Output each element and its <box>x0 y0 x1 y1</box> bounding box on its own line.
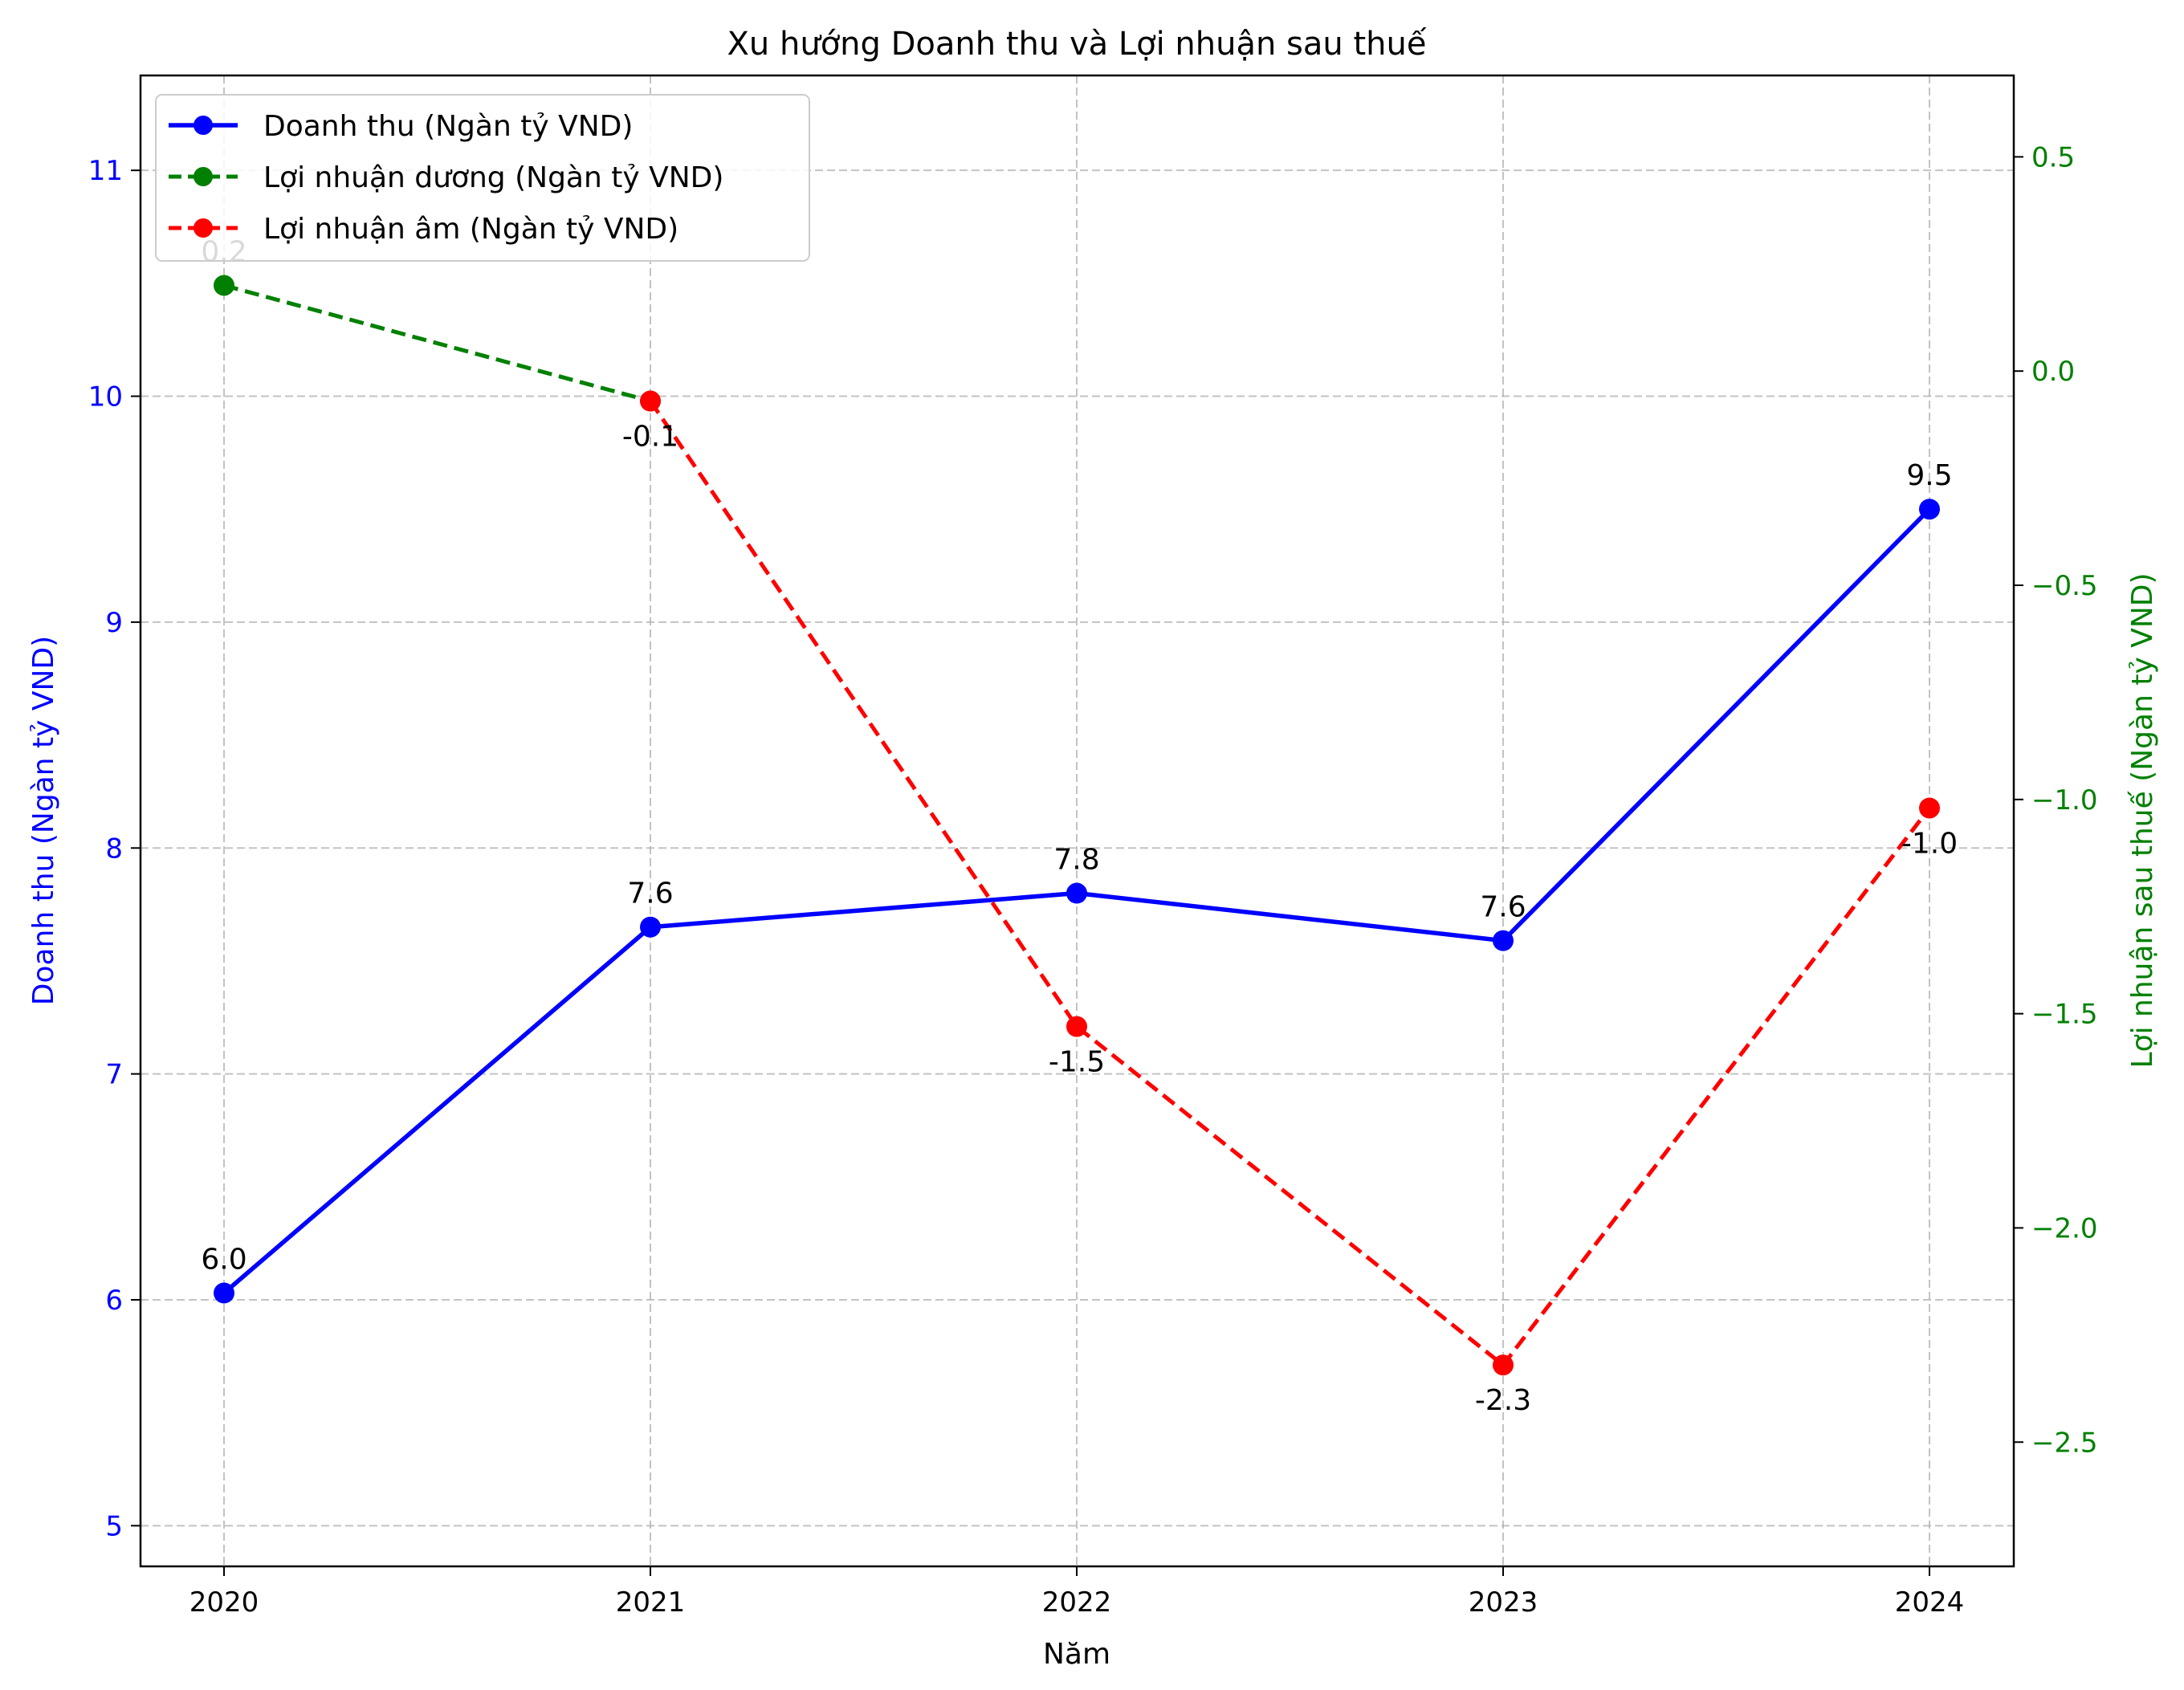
legend-marker <box>194 218 213 238</box>
y-left-tick-label: 11 <box>88 155 123 187</box>
data-point <box>1066 882 1087 904</box>
data-point <box>1493 930 1514 951</box>
y-left-tick-label: 5 <box>105 1510 123 1542</box>
data-label: 7.6 <box>627 878 673 910</box>
legend-label: Doanh thu (Ngàn tỷ VND) <box>263 110 633 143</box>
chart-title: Xu hướng Doanh thu và Lợi nhuận sau thuế <box>727 26 1427 63</box>
series-2: -0.1 -1.5 -2.3 -1.0 <box>622 390 1958 1417</box>
data-point <box>1493 1354 1514 1376</box>
y-axis-left-label: Doanh thu (Ngàn tỷ VND) <box>27 636 60 1005</box>
series-line <box>648 400 1931 1367</box>
y-right-tick-label: −1.0 <box>2031 784 2098 816</box>
axes: 2020 2021 2022 2023 2024 5 6 7 8 9 10 11 0.5 0.0 −0.5 −… <box>88 141 2098 1619</box>
data-label: -2.3 <box>1475 1384 1531 1417</box>
x-tick-label: 2021 <box>616 1586 686 1619</box>
legend-marker <box>194 167 213 186</box>
data-point <box>1066 1016 1087 1037</box>
data-point <box>1919 499 1940 520</box>
x-tick-label: 2022 <box>1042 1586 1112 1619</box>
y-right-tick-label: −2.5 <box>2031 1427 2098 1459</box>
x-tick-label: 2020 <box>189 1586 259 1619</box>
data-label: -0.1 <box>622 421 678 454</box>
y-left-tick-label: 8 <box>105 833 123 865</box>
y-right-tick-label: 0.5 <box>2031 141 2075 173</box>
y-right-tick-label: −1.5 <box>2031 999 2098 1031</box>
y-right-tick-label: −0.5 <box>2031 570 2098 602</box>
x-axis-label: Năm <box>1043 1638 1110 1671</box>
y-right-tick-label: 0.0 <box>2031 356 2075 388</box>
y-right-tick-label: −2.0 <box>2031 1212 2098 1244</box>
data-point <box>1919 797 1940 819</box>
y-left-tick-label: 10 <box>88 381 123 413</box>
data-point <box>214 1282 234 1304</box>
legend-box <box>155 94 810 262</box>
y-left-tick-label: 7 <box>105 1059 123 1091</box>
grid <box>141 75 2014 1566</box>
legend-label: Lợi nhuận dương (Ngàn tỷ VND) <box>263 161 723 194</box>
data-label: 9.5 <box>1906 459 1952 492</box>
x-tick-label: 2024 <box>1895 1586 1965 1619</box>
y-axis-right-label: Lợi nhuận sau thuế (Ngàn tỷ VND) <box>2126 572 2159 1068</box>
legend-marker <box>194 116 213 135</box>
x-tick-label: 2023 <box>1469 1586 1538 1619</box>
data-point <box>640 390 661 412</box>
y-left-tick-label: 6 <box>105 1285 123 1317</box>
data-point <box>640 916 661 938</box>
data-point <box>214 275 234 296</box>
data-label: -1.5 <box>1049 1046 1105 1079</box>
series-0: 6.0 7.6 7.8 7.6 9.5 <box>201 459 1953 1304</box>
legend-label: Lợi nhuận âm (Ngàn tỷ VND) <box>263 213 678 246</box>
data-label: 6.0 <box>201 1244 247 1277</box>
data-label: 7.6 <box>1480 891 1526 924</box>
series-line <box>223 283 651 403</box>
data-label: 7.8 <box>1053 844 1099 877</box>
y-left-tick-label: 9 <box>105 607 123 639</box>
data-label: -1.0 <box>1901 827 1958 860</box>
legend: Doanh thu (Ngàn tỷ VND) Lợi nhuận dương (… <box>155 94 810 262</box>
